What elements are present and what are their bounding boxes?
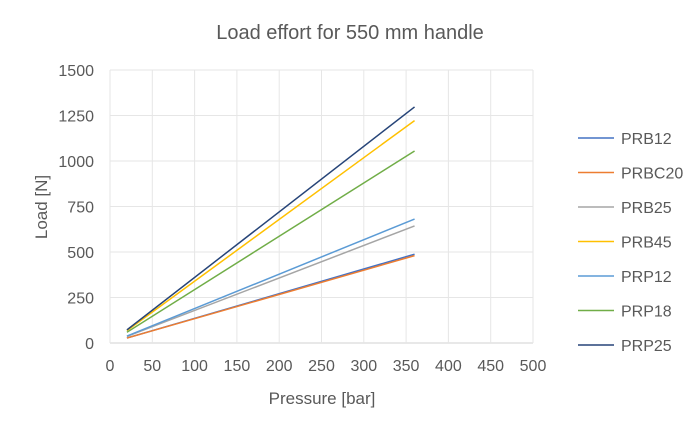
x-tick-label: 500 bbox=[520, 358, 547, 375]
y-tick-label: 1500 bbox=[58, 63, 94, 80]
gridlines bbox=[109, 69, 534, 344]
y-tick-label: 1250 bbox=[58, 109, 94, 126]
y-axis-label: Load [N] bbox=[32, 175, 51, 239]
series-line-prb25 bbox=[126, 225, 415, 338]
x-tick-label: 400 bbox=[435, 358, 462, 375]
y-tick-label: 750 bbox=[67, 200, 94, 217]
legend-label: PRP12 bbox=[621, 269, 672, 286]
y-tick-label: 0 bbox=[85, 336, 94, 353]
x-tick-label: 200 bbox=[266, 358, 293, 375]
x-tick-label: 0 bbox=[106, 358, 115, 375]
series-line-prb45 bbox=[126, 119, 416, 332]
y-tick-label: 250 bbox=[67, 291, 94, 308]
y-tick-label: 1000 bbox=[58, 154, 94, 171]
legend-label: PRP25 bbox=[621, 338, 672, 355]
x-axis-label: Pressure [bar] bbox=[269, 389, 376, 408]
legend-label: PRB12 bbox=[621, 131, 672, 148]
x-tick-label: 100 bbox=[181, 358, 208, 375]
legend-label: PRBC20 bbox=[621, 166, 683, 183]
legend-label: PRP18 bbox=[621, 304, 672, 321]
x-tick-label: 150 bbox=[224, 358, 251, 375]
legend: PRB12 PRBC20 PRB25 PRB45 PRP12 PRP18 PRP25 bbox=[578, 131, 683, 355]
legend-label: PRB25 bbox=[621, 200, 672, 217]
chart-title: Load effort for 550 mm handle bbox=[216, 22, 484, 44]
legend-label: PRB45 bbox=[621, 235, 672, 252]
y-tick-label: 500 bbox=[67, 245, 94, 262]
series-lines bbox=[126, 106, 416, 339]
x-tick-label: 300 bbox=[350, 358, 377, 375]
series-line-prbc20 bbox=[126, 254, 415, 339]
y-axis-ticks: 0 250 500 750 1000 1250 1500 bbox=[58, 63, 94, 353]
series-line-prp12 bbox=[126, 218, 415, 337]
x-tick-label: 250 bbox=[308, 358, 335, 375]
x-tick-label: 50 bbox=[143, 358, 161, 375]
x-axis-ticks: 0 50 100 150 200 250 300 350 400 450 500 bbox=[106, 358, 547, 375]
x-tick-label: 350 bbox=[393, 358, 420, 375]
series-line-prp18 bbox=[126, 150, 415, 333]
series-line-prp25 bbox=[126, 106, 416, 331]
x-tick-label: 450 bbox=[477, 358, 504, 375]
